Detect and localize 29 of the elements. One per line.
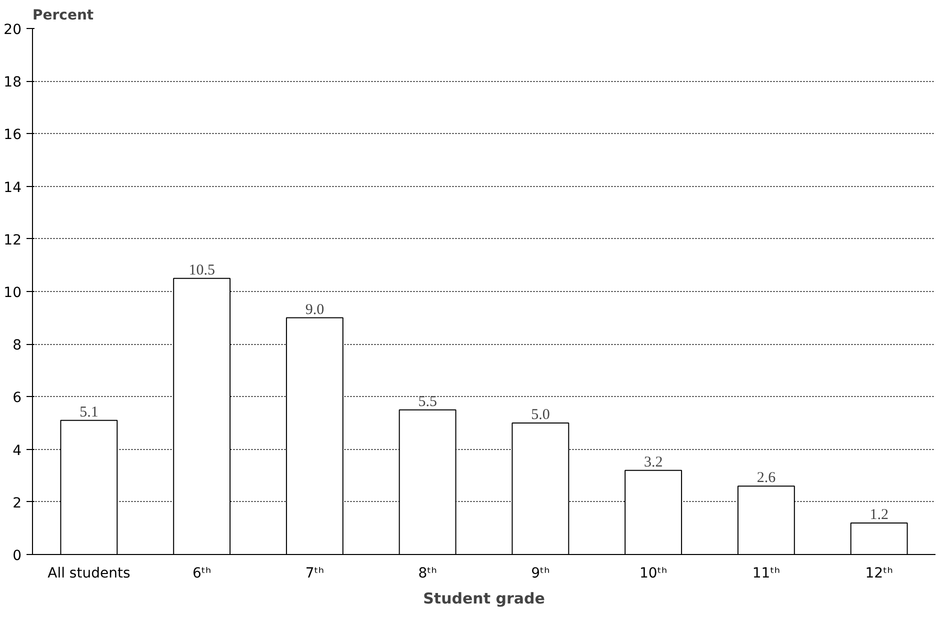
- x-tick-label: 10ᵗʰ: [640, 566, 668, 582]
- data-label: 5.0: [531, 407, 550, 423]
- y-tick-label: 20: [4, 22, 22, 38]
- data-label: 5.1: [80, 404, 98, 420]
- x-tick-label: 6ᵗʰ: [192, 566, 212, 582]
- data-label: 2.6: [756, 470, 776, 486]
- y-tick-label: 4: [12, 442, 22, 459]
- x-axis-title: Student grade: [423, 590, 545, 608]
- y-tick-label: 10: [4, 285, 22, 301]
- y-axis-title: Percent: [32, 8, 94, 24]
- y-tick-label: 6: [12, 390, 22, 406]
- y-tick-label: 14: [4, 180, 22, 196]
- y-tick-label: 2: [12, 495, 22, 512]
- data-label: 3.2: [644, 454, 663, 470]
- y-tick-label: 18: [4, 74, 22, 91]
- x-tick-label: All students: [48, 566, 130, 582]
- y-tick-label: 12: [4, 232, 22, 248]
- data-label: 1.2: [870, 506, 888, 523]
- x-tick-label: 7ᵗʰ: [305, 566, 324, 582]
- data-label: 10.5: [188, 262, 215, 278]
- x-tick-label: 9ᵗʰ: [531, 566, 550, 582]
- y-tick-label: 0: [12, 548, 22, 564]
- x-tick-label: 11ᵗʰ: [752, 566, 780, 582]
- x-tick-label: 12ᵗʰ: [865, 566, 893, 582]
- x-tick-label: 8ᵗʰ: [418, 566, 437, 582]
- data-label: 9.0: [305, 302, 324, 318]
- data-label: 5.5: [418, 394, 437, 410]
- y-tick-label: 16: [4, 127, 22, 144]
- y-tick-label: 8: [12, 338, 22, 354]
